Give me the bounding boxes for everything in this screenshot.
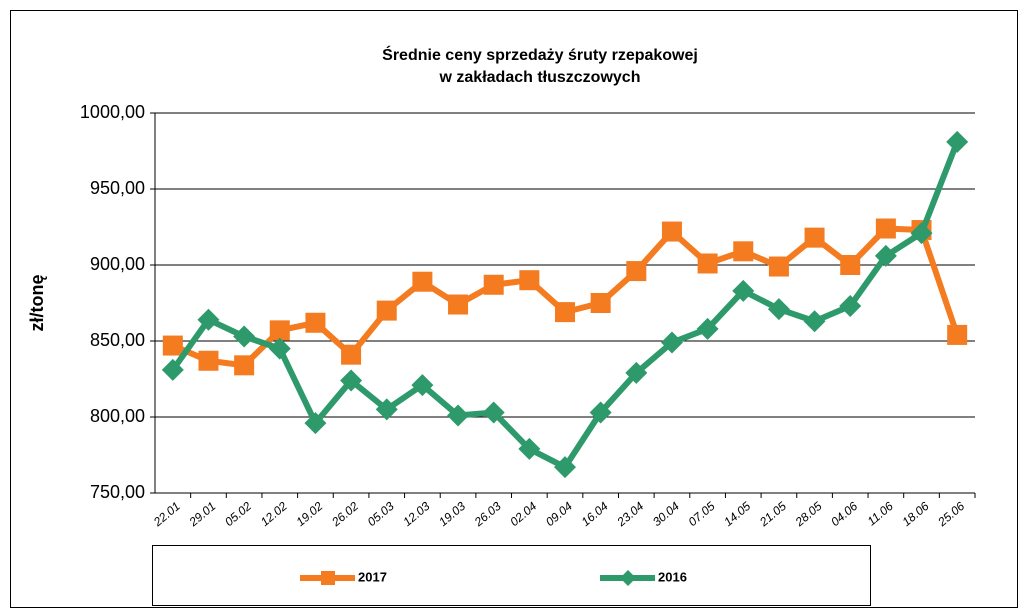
data-point: [947, 324, 968, 345]
data-point: [197, 308, 220, 331]
legend-label: 2017: [358, 569, 387, 584]
data-point: [626, 261, 647, 282]
legend-box: [152, 545, 871, 606]
data-point: [234, 355, 255, 376]
chart-title: Średnie ceny sprzedaży śruty rzepakowej: [382, 45, 698, 64]
data-point: [803, 310, 826, 333]
data-point: [910, 222, 933, 245]
y-axis-label: zł/tonę: [27, 275, 47, 332]
data-point: [804, 227, 825, 248]
data-point: [340, 369, 363, 392]
data-point: [625, 361, 648, 384]
data-point: [447, 404, 470, 427]
data-point: [589, 401, 612, 424]
data-point: [875, 218, 896, 239]
y-tick-label: 750,00: [90, 482, 145, 502]
y-tick-label: 900,00: [90, 254, 145, 274]
legend-marker: [321, 571, 335, 585]
data-point: [268, 337, 291, 360]
data-point: [341, 344, 362, 365]
data-point: [660, 331, 683, 354]
legend-label: 2016: [658, 569, 687, 584]
data-point: [269, 320, 290, 341]
data-point: [590, 293, 611, 313]
y-tick-label: 850,00: [90, 330, 145, 350]
data-point: [304, 412, 327, 435]
data-point: [233, 325, 256, 348]
legend-marker: [620, 570, 636, 586]
data-point: [198, 350, 219, 371]
data-point: [767, 298, 790, 321]
chart-subtitle: w zakładach tłuszczowych: [439, 69, 641, 86]
data-point: [412, 271, 433, 292]
data-point: [839, 295, 862, 318]
data-point: [305, 312, 326, 333]
data-point: [554, 456, 576, 479]
data-point: [483, 274, 504, 295]
data-point: [519, 270, 540, 291]
data-point: [376, 300, 397, 321]
data-point: [732, 279, 755, 302]
data-point: [768, 256, 789, 277]
data-point: [482, 401, 505, 424]
data-point: [448, 294, 469, 315]
data-point: [661, 221, 682, 242]
y-tick-label: 800,00: [90, 406, 145, 426]
data-point: [874, 244, 897, 267]
data-point: [161, 358, 184, 381]
data-point: [375, 398, 398, 421]
data-point: [696, 317, 719, 340]
data-point: [733, 241, 754, 262]
data-point: [518, 437, 541, 460]
data-point: [840, 255, 861, 275]
y-tick-label: 950,00: [90, 178, 145, 198]
data-point: [411, 374, 434, 397]
data-point: [946, 130, 969, 153]
data-point: [697, 253, 718, 274]
data-point: [555, 302, 575, 323]
data-point: [162, 335, 183, 356]
y-tick-label: 1000,00: [80, 102, 145, 122]
